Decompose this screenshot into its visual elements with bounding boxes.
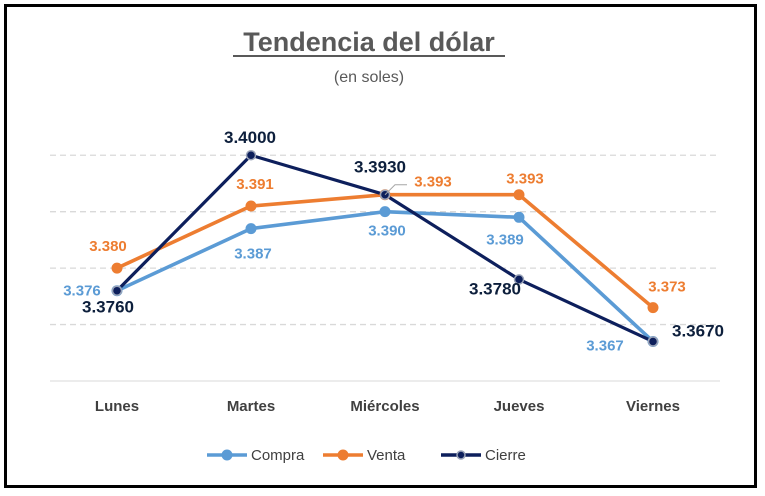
x-tick-jueves: Jueves [494, 398, 545, 415]
x-axis-ticks: Lunes Martes Miércoles Jueves Viernes [95, 398, 680, 415]
chart-frame: Tendencia del dólar (en soles) Lunes Mart… [4, 4, 757, 488]
legend-marker-cierre [456, 450, 466, 460]
point-venta-jueves [513, 189, 525, 201]
data-label-cierre-lunes: 3.3760 [82, 298, 134, 317]
legend-label-cierre: Cierre [485, 447, 526, 464]
point-cierre-lunes [111, 285, 123, 296]
data-label-compra-viernes: 3.367 [586, 337, 624, 354]
x-tick-viernes: Viernes [626, 398, 680, 415]
series-line-cierre [115, 153, 654, 343]
legend-marker-venta [337, 449, 349, 461]
data-label-venta-viernes: 3.373 [648, 279, 686, 296]
point-cierre-viernes [647, 336, 659, 347]
x-tick-martes: Martes [227, 398, 275, 415]
data-labels: 3.376 3.387 3.390 3.389 3.367 3.380 3.391 3.393… [63, 128, 724, 354]
gridlines [50, 154, 720, 326]
point-venta-viernes [647, 302, 659, 314]
data-label-cierre-viernes: 3.3670 [672, 321, 724, 340]
data-label-venta-miercoles: 3.393 [414, 174, 452, 191]
point-compra-martes [245, 223, 257, 235]
data-label-cierre-martes: 3.4000 [224, 128, 276, 147]
chart-title: Tendencia del dólar [243, 27, 495, 57]
point-venta-martes [245, 200, 257, 212]
line-chart: Tendencia del dólar (en soles) Lunes Mart… [50, 27, 724, 464]
data-label-compra-martes: 3.387 [234, 246, 272, 263]
data-label-venta-jueves: 3.393 [506, 171, 544, 188]
point-compra-miercoles [379, 206, 391, 218]
legend-label-venta: Venta [367, 447, 406, 464]
point-compra-jueves [513, 211, 525, 223]
data-label-compra-miercoles: 3.390 [368, 223, 406, 240]
point-cierre-martes [245, 149, 257, 161]
series-lines [111, 149, 659, 347]
point-cierre-jueves [513, 274, 525, 285]
data-label-venta-lunes: 3.380 [89, 238, 127, 255]
x-tick-miercoles: Miércoles [350, 398, 419, 415]
data-label-compra-lunes: 3.376 [63, 283, 101, 300]
x-tick-lunes: Lunes [95, 398, 139, 415]
data-label-venta-martes: 3.391 [236, 176, 274, 193]
legend-marker-compra [221, 449, 233, 461]
label-leader-line [384, 184, 407, 196]
chart-subtitle: (en soles) [334, 69, 404, 86]
legend: Compra Venta Cierre [207, 447, 526, 464]
legend-label-compra: Compra [251, 447, 305, 464]
point-venta-lunes [111, 262, 123, 274]
data-label-cierre-miercoles: 3.3930 [354, 158, 406, 177]
data-label-cierre-jueves: 3.3780 [469, 279, 521, 298]
data-label-compra-jueves: 3.389 [486, 231, 524, 248]
